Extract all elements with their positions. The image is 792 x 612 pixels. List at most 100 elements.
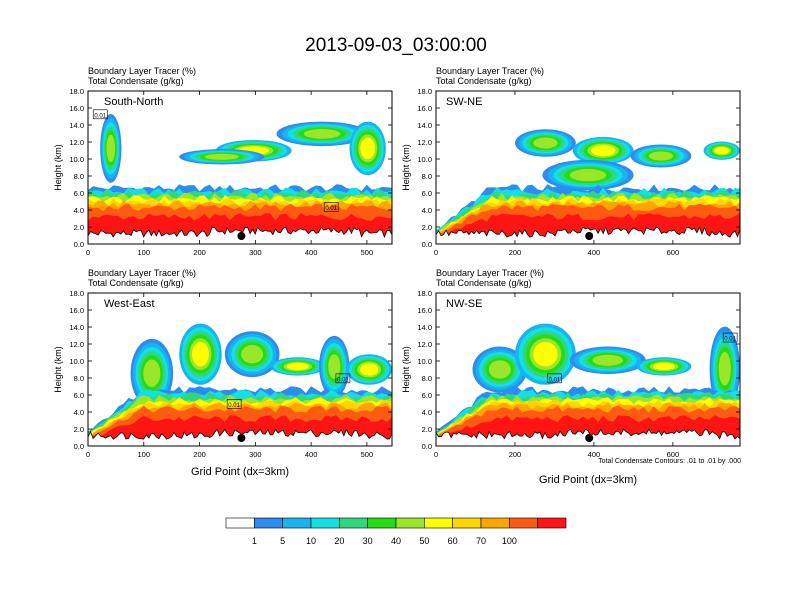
x-tick-label: 300 — [249, 248, 262, 257]
colorbar-label: 10 — [306, 536, 316, 546]
y-axis-label: Height (km) — [53, 144, 63, 191]
y-tick-label: 14.0 — [417, 323, 432, 332]
y-axis-label: Height (km) — [53, 346, 63, 393]
cloud-shading — [191, 341, 209, 367]
cloud-shading — [592, 354, 623, 366]
plot-area: 0.01 0.01 — [436, 293, 740, 446]
y-tick-label: 10.0 — [417, 357, 432, 366]
colorbar-swatch — [509, 517, 538, 529]
contour-label-box — [547, 373, 562, 384]
x-tick-label: 0 — [434, 248, 438, 257]
y-tick-label: 2.0 — [74, 223, 84, 232]
colorbar-label: 30 — [363, 536, 373, 546]
top-label-condensate: Total Condensate (g/kg) — [88, 76, 184, 86]
y-tick-label: 8.0 — [422, 374, 432, 383]
top-label-tracer: Boundary Layer Tracer (%) — [436, 268, 544, 278]
cloud-shading — [569, 169, 607, 182]
panel-nw-se: 0.01 0.01 NW-SE Boundary Layer Tracer (%)To… — [401, 268, 741, 459]
x-tick-label: 200 — [193, 248, 206, 257]
y-tick-label: 0.0 — [74, 442, 84, 451]
contour-label-box — [92, 109, 108, 120]
panel-south-north: 0.01 0.01 South-North Boundary Layer Tracer… — [53, 66, 393, 257]
cloud-shading — [360, 363, 379, 376]
y-tick-label: 16.0 — [69, 104, 84, 113]
y-tick-label: 14.0 — [69, 323, 84, 332]
y-tick-label: 8.0 — [74, 374, 84, 383]
colorbar-swatch — [310, 517, 340, 529]
contour-label: 0.01 — [549, 377, 561, 383]
contour-label: 0.01 — [228, 403, 240, 409]
colorbar-swatch — [424, 517, 453, 529]
colorbar-swatch — [282, 517, 312, 529]
cloud-shading — [653, 362, 675, 371]
contour-label-box — [226, 399, 242, 409]
y-tick-label: 0.0 — [422, 240, 432, 249]
plot-frame — [87, 292, 393, 447]
plot-area — [436, 91, 740, 244]
x-tick-label: 600 — [667, 248, 680, 257]
plot-area: 0.01 0.01 — [88, 293, 392, 446]
cloud-shading — [106, 134, 116, 163]
contour-label-box — [722, 332, 738, 343]
y-tick-label: 18.0 — [417, 87, 432, 96]
cloud-shading — [286, 362, 309, 371]
y-tick-label: 0.0 — [74, 240, 84, 249]
y-tick-label: 16.0 — [417, 306, 432, 315]
y-tick-label: 14.0 — [69, 121, 84, 130]
x-tick-label: 600 — [667, 450, 680, 459]
cloud-shading — [360, 137, 375, 160]
colorbar-swatch — [480, 517, 510, 529]
x-axis-label-left: Grid Point (dx=3km) — [191, 466, 289, 478]
panel-name: South-North — [104, 96, 163, 108]
y-tick-label: 6.0 — [422, 189, 432, 198]
top-label-condensate: Total Condensate (g/kg) — [436, 76, 532, 86]
y-tick-label: 14.0 — [417, 121, 432, 130]
y-tick-label: 12.0 — [69, 340, 84, 349]
cloud-shading — [143, 359, 161, 388]
contour-label: 0.01 — [337, 377, 349, 383]
x-tick-label: 200 — [509, 450, 522, 459]
y-tick-label: 6.0 — [422, 391, 432, 400]
y-tick-label: 18.0 — [69, 289, 84, 298]
colorbar-label: 40 — [391, 536, 401, 546]
x-tick-label: 400 — [588, 248, 601, 257]
y-tick-label: 16.0 — [69, 306, 84, 315]
panel-name: SW-NE — [446, 96, 482, 108]
y-tick-label: 2.0 — [74, 425, 84, 434]
y-tick-label: 4.0 — [422, 408, 432, 417]
panel-sw-ne: SW-NE Boundary Layer Tracer (%)Total Cond… — [401, 66, 741, 257]
colorbar-label: 50 — [419, 536, 429, 546]
x-axis-label-right: Grid Point (dx=3km) — [539, 474, 637, 486]
panel-name: NW-SE — [446, 298, 482, 310]
y-tick-label: 8.0 — [422, 172, 432, 181]
cloud-shading — [533, 137, 558, 149]
plot-frame — [435, 90, 741, 245]
plot-frame — [435, 292, 741, 447]
panels: 0.01 0.01 South-North Boundary Layer Tracer… — [53, 66, 741, 459]
colorbar-label: 20 — [334, 536, 344, 546]
plot-area: 0.01 0.01 — [88, 91, 392, 244]
colorbar-swatch — [367, 517, 397, 529]
x-tick-label: 400 — [305, 450, 318, 459]
y-tick-label: 6.0 — [74, 391, 84, 400]
panel-name: West-East — [104, 298, 155, 310]
contour-label: 0.01 — [94, 113, 106, 119]
cloud-shading — [718, 351, 731, 386]
colorbar-swatch — [537, 517, 567, 529]
colorbar-swatch — [452, 517, 482, 529]
contour-label: 0.01 — [724, 337, 736, 343]
contour-label-box — [335, 373, 351, 384]
top-label-tracer: Boundary Layer Tracer (%) — [436, 66, 544, 76]
x-tick-label: 0 — [434, 450, 438, 459]
colorbar-label: 1 — [252, 536, 257, 546]
cloud-shading — [303, 128, 341, 139]
contour-label: 0.01 — [325, 206, 337, 212]
colorbar: 1 5 10 20 30 40 50 60 70 100 — [225, 517, 567, 546]
y-tick-label: 2.0 — [422, 223, 432, 232]
y-tick-label: 8.0 — [74, 172, 84, 181]
top-label-tracer: Boundary Layer Tracer (%) — [88, 66, 196, 76]
colorbar-label: 5 — [280, 536, 285, 546]
top-label-condensate: Total Condensate (g/kg) — [436, 278, 532, 288]
y-tick-label: 18.0 — [417, 289, 432, 298]
